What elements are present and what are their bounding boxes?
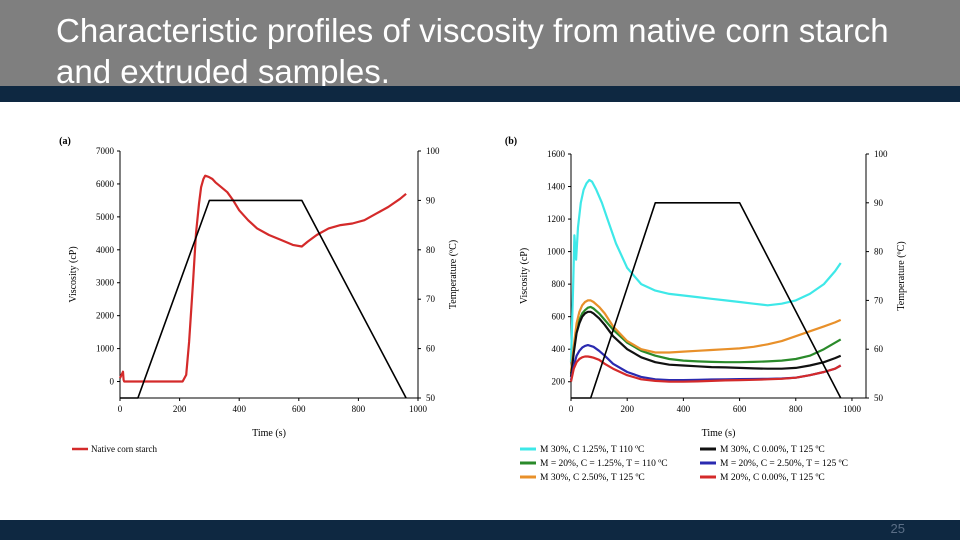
slide-title: Characteristic profiles of viscosity fro…	[56, 12, 889, 90]
x-tick-label: 600	[292, 404, 306, 414]
legend-label: M = 20%, C = 1.25%, T = 110 ºC	[540, 459, 668, 469]
series-line	[119, 174, 407, 383]
y-tick-label: 200	[552, 377, 566, 387]
legend-label: M 30%, C 2.50%, T 125 ºC	[540, 473, 645, 483]
y2-tick-label: 80	[874, 247, 884, 257]
y-tick-label: 4000	[96, 245, 115, 255]
x-tick-label: 200	[173, 404, 187, 414]
x-tick-label: 1000	[409, 404, 428, 414]
x-tick-label: 200	[620, 404, 634, 414]
panel-label: (b)	[505, 136, 517, 147]
y2-axis-label: Temperature (ºC)	[448, 240, 459, 309]
y-tick-label: 1200	[547, 214, 566, 224]
y2-tick-label: 100	[426, 146, 440, 156]
y-tick-label: 1000	[96, 344, 115, 354]
series-line	[569, 178, 842, 363]
x-tick-label: 800	[789, 404, 803, 414]
y2-tick-label: 70	[874, 295, 884, 305]
title-bar	[0, 0, 960, 86]
y2-tick-label: 80	[426, 245, 436, 255]
y-tick-label: 1000	[547, 247, 566, 257]
y-tick-label: 1600	[547, 149, 566, 159]
y2-axis-label: Temperature (ºC)	[896, 241, 907, 310]
series-line	[120, 199, 407, 399]
legend-label: M 30%, C 1.25%, T 110 ºC	[540, 445, 644, 455]
x-tick-label: 0	[569, 404, 574, 414]
y2-tick-label: 60	[874, 344, 884, 354]
x-tick-label: 1000	[843, 404, 862, 414]
y2-tick-label: 60	[426, 344, 436, 354]
legend-label: M 20%, C 0.00%, T 125 ºC	[720, 473, 825, 483]
y-tick-label: 7000	[96, 146, 115, 156]
y-tick-label: 600	[552, 312, 566, 322]
y-tick-label: 1400	[547, 182, 566, 192]
series-line	[569, 310, 842, 378]
x-tick-label: 400	[677, 404, 691, 414]
legend-label: Native corn starch	[91, 444, 157, 454]
y-tick-label: 3000	[96, 278, 115, 288]
y2-tick-label: 90	[426, 195, 436, 205]
y-tick-label: 0	[110, 377, 115, 387]
y2-tick-label: 100	[874, 149, 888, 159]
y2-tick-label: 50	[426, 393, 436, 403]
x-tick-label: 400	[232, 404, 246, 414]
y-tick-label: 5000	[96, 212, 115, 222]
y2-tick-label: 70	[426, 294, 436, 304]
y2-tick-label: 50	[874, 393, 884, 403]
x-axis-label: Time (s)	[252, 428, 286, 439]
legend-label: M 30%, C 0.00%, T 125 ºC	[720, 445, 825, 455]
panel-label: (a)	[59, 136, 71, 147]
y-tick-label: 800	[552, 279, 566, 289]
legend-label: M = 20%, C = 2.50%, T = 125 ºC	[720, 459, 848, 469]
y-axis-label: Viscosity (cP)	[68, 246, 79, 302]
series-line	[569, 299, 842, 373]
x-tick-label: 600	[733, 404, 747, 414]
footer-bar	[0, 520, 960, 540]
x-tick-label: 0	[118, 404, 123, 414]
y-tick-label: 2000	[96, 311, 115, 321]
y-tick-label: 6000	[96, 179, 115, 189]
y-tick-label: 400	[552, 344, 566, 354]
y2-tick-label: 90	[874, 198, 884, 208]
series-line	[569, 355, 842, 383]
series-line	[571, 202, 842, 399]
y-axis-label: Viscosity (cP)	[519, 248, 530, 304]
page-number: 25	[890, 521, 905, 536]
title-accent-strip	[0, 86, 960, 102]
series-line	[569, 305, 842, 374]
x-tick-label: 800	[352, 404, 366, 414]
x-axis-label: Time (s)	[702, 428, 736, 439]
